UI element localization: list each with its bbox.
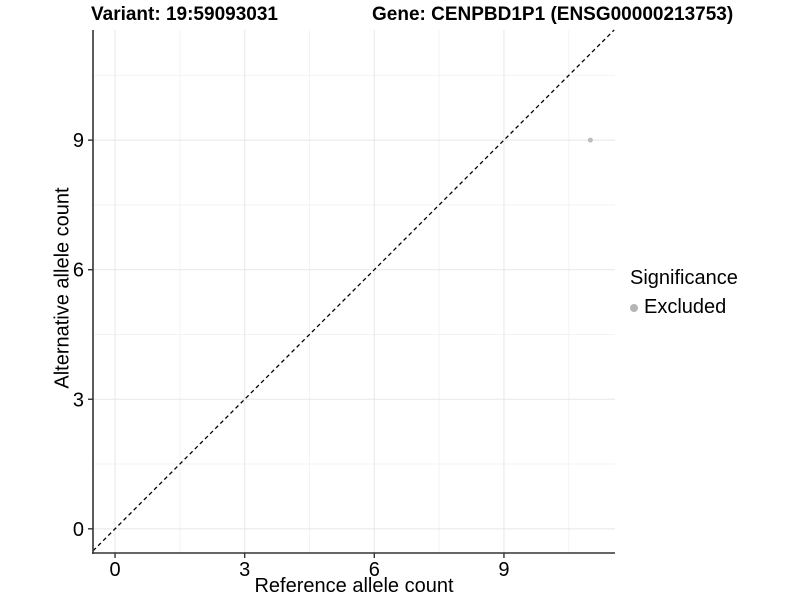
x-tick-label: 0 bbox=[109, 559, 120, 581]
identity-dashed-line bbox=[92, 29, 615, 552]
legend-item-excluded: Excluded bbox=[630, 296, 738, 319]
legend: Significance Excluded bbox=[630, 267, 738, 319]
variant-title: Variant: 19:59093031 bbox=[91, 4, 278, 25]
y-tick-label: 3 bbox=[73, 389, 84, 411]
x-axis-title: Reference allele count bbox=[254, 575, 454, 597]
gene-title: Gene: CENPBD1P1 (ENSG00000213753) bbox=[372, 4, 734, 25]
y-axis-title: Alternative allele count bbox=[51, 187, 74, 389]
y-tick-label: 9 bbox=[73, 130, 84, 152]
data-point bbox=[587, 137, 593, 143]
y-tick-label: 0 bbox=[73, 519, 84, 541]
x-tick-label: 9 bbox=[498, 559, 509, 581]
legend-title: Significance bbox=[630, 267, 738, 289]
x-tick-label: 3 bbox=[239, 559, 250, 581]
legend-point-icon bbox=[630, 303, 638, 312]
y-tick-label: 6 bbox=[73, 260, 84, 282]
x-tick-label: 6 bbox=[369, 559, 380, 581]
legend-item-label: Excluded bbox=[644, 296, 727, 318]
